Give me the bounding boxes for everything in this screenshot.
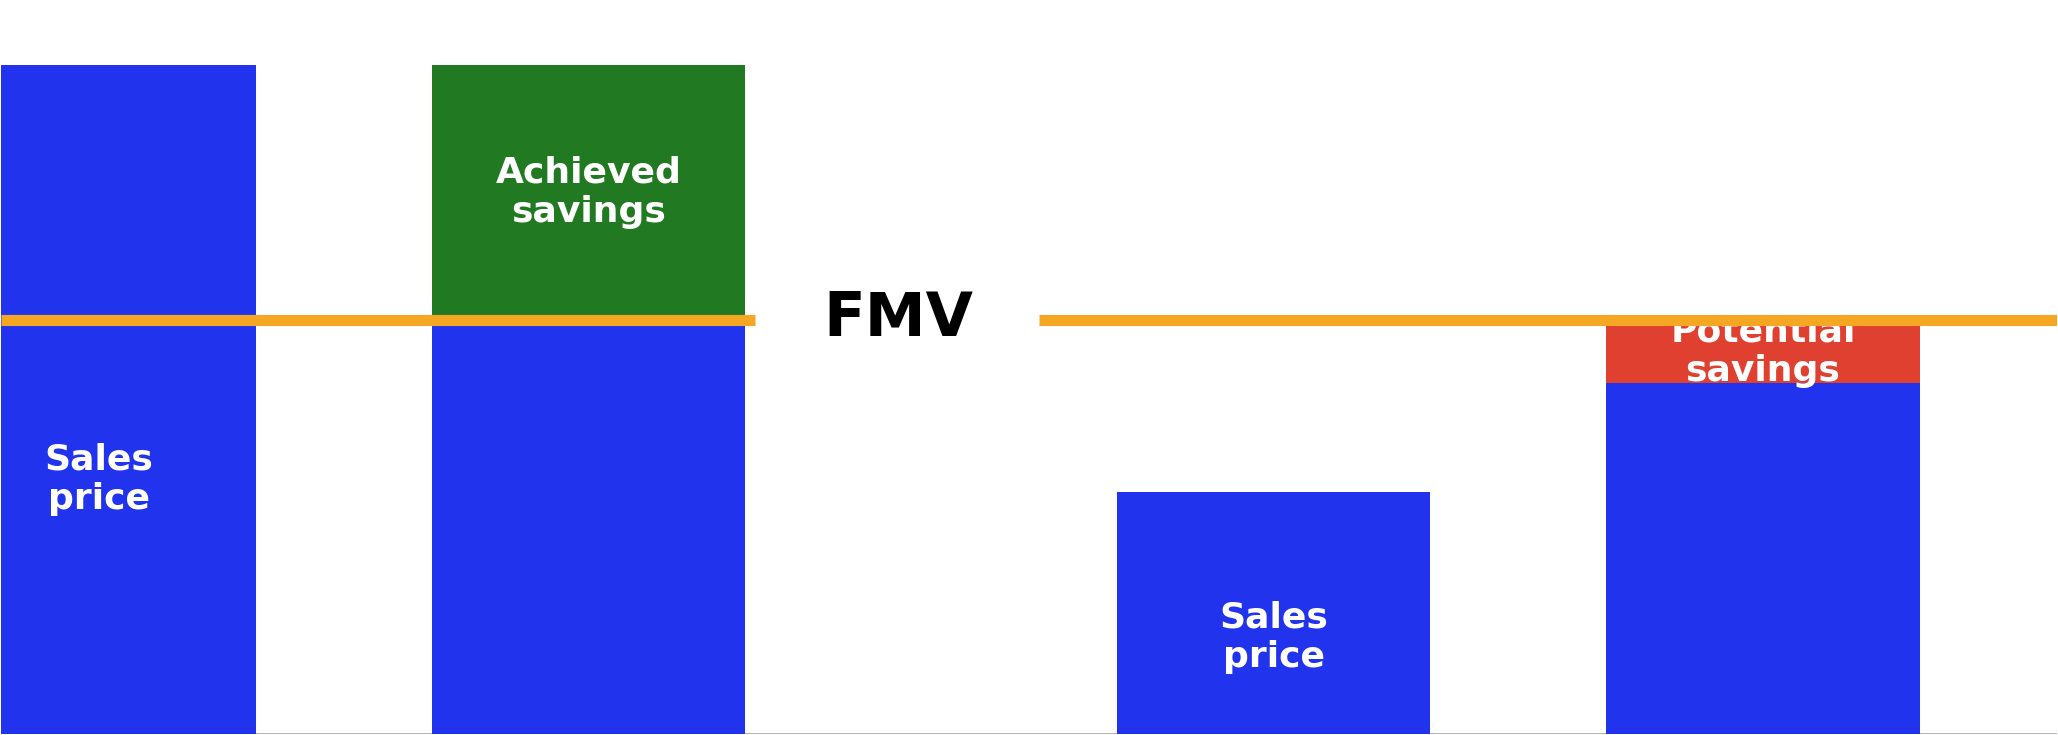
Bar [432, 65, 745, 320]
Text: FMV: FMV [823, 290, 973, 349]
Bar [1117, 492, 1430, 734]
Bar [1607, 384, 1920, 734]
Bar [432, 320, 745, 734]
Text: Sales
price: Sales price [45, 443, 154, 516]
Bar [0, 65, 255, 734]
Bar [1607, 320, 1920, 384]
Text: Sales
price: Sales price [1218, 600, 1327, 673]
Text: Achieved
savings: Achieved savings [496, 156, 681, 229]
Text: Potential
savings: Potential savings [1671, 315, 1856, 388]
